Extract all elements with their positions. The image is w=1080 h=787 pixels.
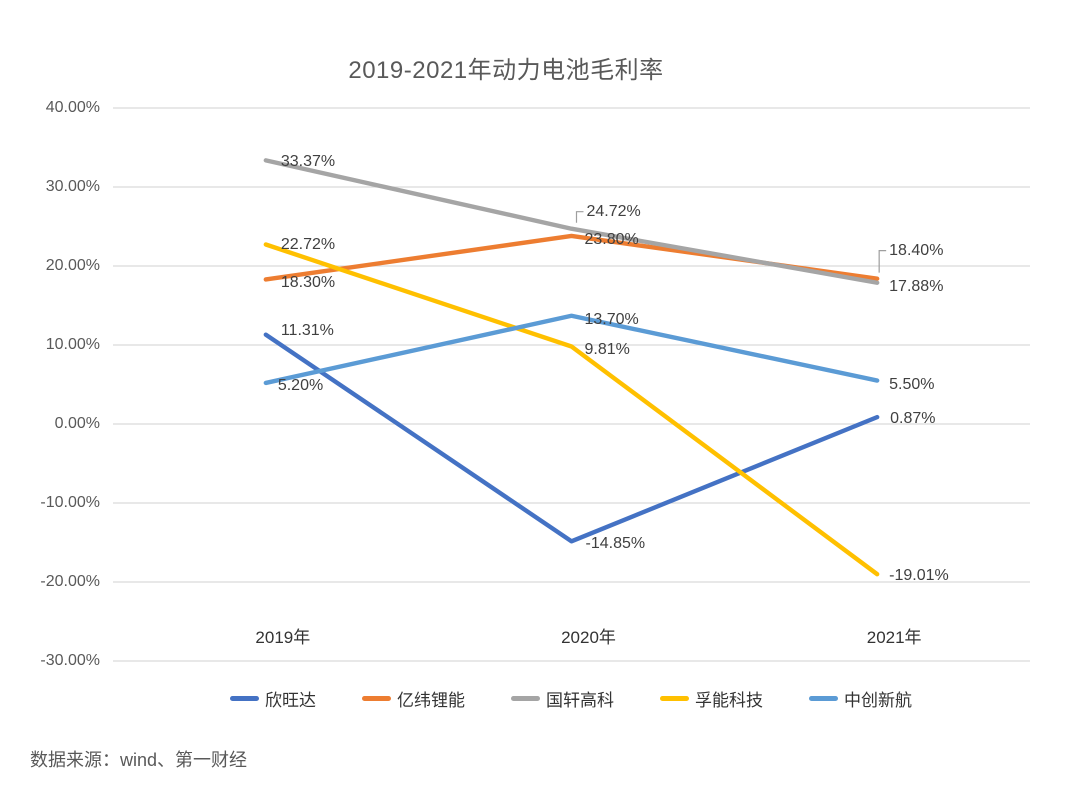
legend-line-marker bbox=[809, 696, 838, 701]
x-category-label: 2020年 bbox=[561, 628, 616, 647]
legend: 欣旺达 亿纬锂能 国轩高科 孚能科技 中创新航 bbox=[62, 686, 1080, 711]
label-callout bbox=[575, 211, 584, 223]
data-label: -14.85% bbox=[585, 535, 646, 553]
data-label: 13.70% bbox=[584, 310, 639, 328]
data-label: 9.81% bbox=[584, 340, 630, 358]
legend-item: 欣旺达 bbox=[230, 686, 316, 711]
data-label: -19.01% bbox=[889, 567, 949, 585]
legend-label: 孚能科技 bbox=[695, 691, 763, 710]
y-tick-label: 40.00% bbox=[45, 99, 100, 116]
chart-title: 2019-2021年动力电池毛利率 bbox=[348, 57, 664, 84]
legend-label: 中创新航 bbox=[844, 691, 912, 710]
legend-label: 亿纬锂能 bbox=[397, 691, 465, 710]
data-label: 0.87% bbox=[890, 410, 936, 428]
legend-item: 孚能科技 bbox=[660, 686, 763, 711]
data-label: 5.50% bbox=[889, 375, 935, 393]
series-line-2 bbox=[263, 158, 880, 285]
legend-item: 国轩高科 bbox=[511, 686, 614, 711]
data-label: 17.88% bbox=[889, 277, 944, 295]
label-callout bbox=[878, 250, 887, 273]
legend-line-marker bbox=[362, 696, 391, 701]
y-tick-label: -30.00% bbox=[40, 652, 100, 669]
data-label: 11.31% bbox=[280, 321, 334, 339]
legend-line-marker bbox=[511, 696, 540, 701]
data-label: 22.72% bbox=[280, 235, 336, 253]
y-tick-label: 20.00% bbox=[45, 257, 100, 274]
series-line-4 bbox=[263, 313, 880, 386]
legend-label: 国轩高科 bbox=[546, 691, 614, 710]
data-label: 23.80% bbox=[584, 230, 639, 248]
data-label: 18.30% bbox=[280, 274, 336, 292]
y-tick-label: -10.00% bbox=[40, 494, 100, 511]
data-label: 33.37% bbox=[280, 153, 336, 171]
x-category-label: 2021年 bbox=[866, 628, 922, 647]
legend-label: 欣旺达 bbox=[265, 691, 316, 710]
legend-line-marker bbox=[230, 696, 259, 701]
data-label: 18.40% bbox=[889, 241, 944, 259]
legend-line-marker bbox=[660, 696, 689, 701]
y-tick-label: 10.00% bbox=[45, 336, 100, 353]
series-line-3 bbox=[263, 242, 880, 577]
legend-item: 中创新航 bbox=[809, 686, 912, 711]
source-note: 数据来源：wind、第一财经 bbox=[30, 750, 248, 770]
data-label: 24.72% bbox=[586, 202, 641, 220]
y-tick-label: 30.00% bbox=[45, 178, 100, 195]
x-category-label: 2019年 bbox=[255, 628, 311, 647]
data-label: 5.20% bbox=[277, 376, 324, 394]
y-tick-label: 0.00% bbox=[54, 415, 100, 432]
y-tick-label: -20.00% bbox=[40, 573, 100, 590]
legend-item: 亿纬锂能 bbox=[362, 686, 465, 711]
series-line-0 bbox=[263, 332, 880, 544]
